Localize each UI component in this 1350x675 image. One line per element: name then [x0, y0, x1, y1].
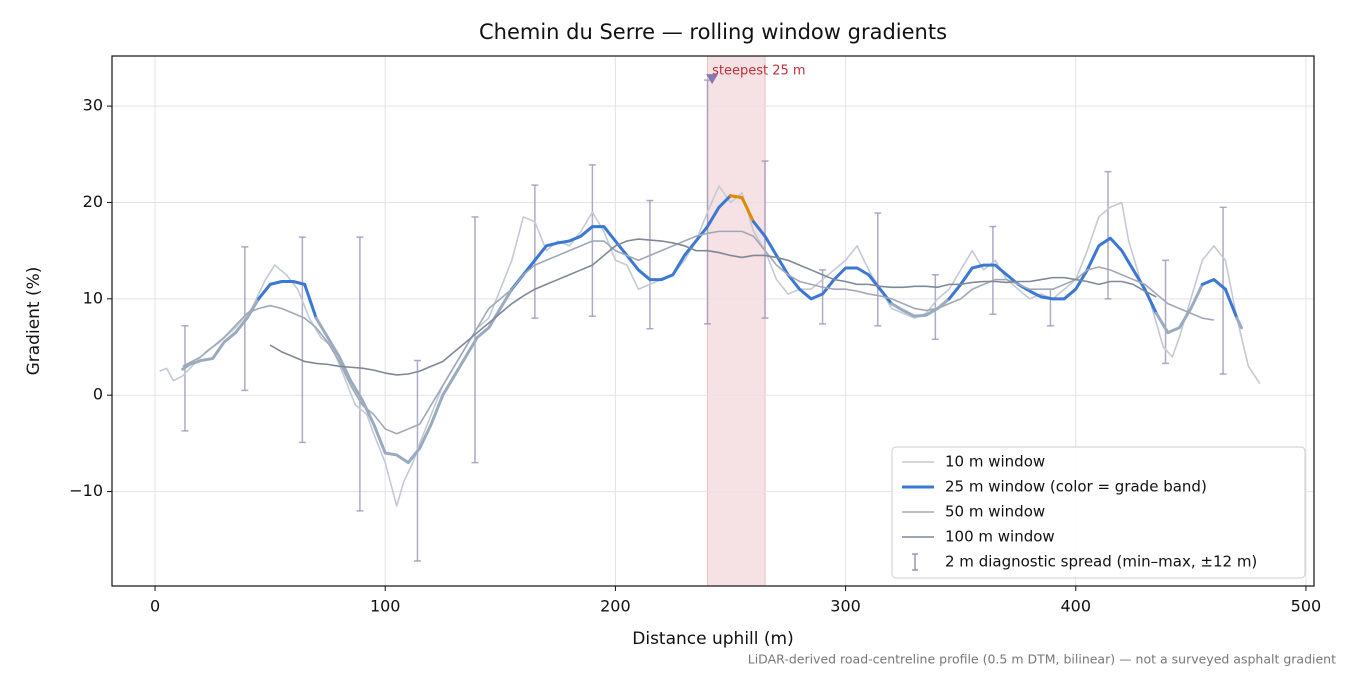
highlight-region	[706, 55, 766, 587]
series-line	[1154, 306, 1193, 335]
series-line	[1235, 316, 1243, 330]
x-tick-label: 0	[150, 597, 160, 616]
y-tick-label: 20	[83, 192, 103, 211]
band-joint	[303, 282, 318, 320]
footnote: LiDAR-derived road-centreline profile (0…	[748, 652, 1336, 667]
legend-label: 10 m window	[945, 453, 1045, 471]
annotation-marker	[706, 74, 719, 85]
series-line	[159, 185, 1261, 507]
y-tick-label: 0	[93, 385, 103, 404]
legend-label: 100 m window	[945, 528, 1055, 546]
band-joint	[878, 287, 894, 306]
series-line	[269, 238, 1157, 376]
x-tick-label: 500	[1291, 597, 1322, 616]
series-line	[728, 194, 744, 200]
band-joint	[498, 287, 514, 310]
legend-label: 25 m window (color = grade band)	[945, 478, 1207, 496]
series-line	[257, 279, 307, 301]
series-line	[181, 316, 249, 371]
series-line	[947, 236, 1147, 301]
x-tick-label: 300	[830, 597, 861, 616]
x-tick-label: 200	[600, 597, 631, 616]
legend-label: 50 m window	[945, 503, 1045, 521]
chart-title: Chemin du Serre — rolling window gradien…	[479, 20, 947, 44]
x-tick-label: 100	[370, 597, 401, 616]
band-joint	[1189, 282, 1204, 310]
plot-frame	[111, 55, 1315, 587]
y-axis-label: Gradient (%)	[24, 267, 44, 376]
band-joint	[717, 194, 732, 209]
band-joint	[245, 297, 261, 320]
band-joint	[740, 196, 756, 224]
legend-label: 2 m diagnostic spread (min–max, ±12 m)	[945, 553, 1257, 571]
x-axis-label: Distance uphill (m)	[632, 629, 793, 649]
band-joint	[1143, 287, 1158, 315]
y-tick-label: −10	[69, 481, 103, 500]
y-tick-label: 10	[83, 288, 103, 307]
legend-box	[891, 446, 1306, 579]
y-tick-label: 30	[83, 96, 103, 115]
legend: 10 m window 25 m window (color = grade ba…	[891, 446, 1306, 579]
series-line	[510, 205, 721, 291]
series-line	[752, 220, 882, 301]
band-joint	[1223, 287, 1239, 320]
series-line	[890, 302, 940, 318]
series-line	[314, 306, 502, 465]
series-line	[182, 230, 1215, 435]
annotation-text: steepest 25 m	[712, 64, 805, 79]
series-line	[1200, 278, 1227, 291]
x-tick-label: 400	[1060, 597, 1091, 616]
